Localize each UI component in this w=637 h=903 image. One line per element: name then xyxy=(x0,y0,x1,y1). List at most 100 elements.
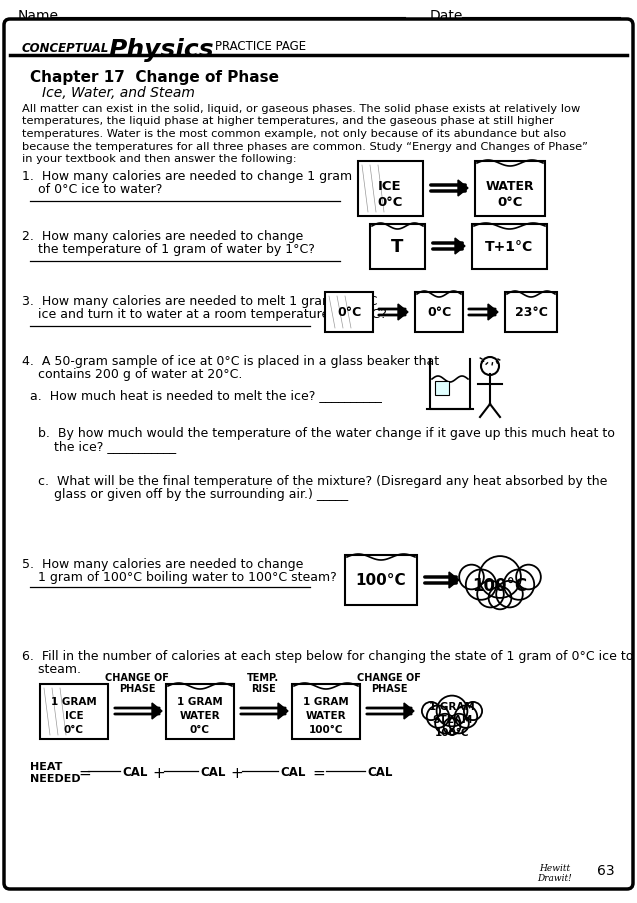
Polygon shape xyxy=(278,703,288,719)
Text: Date: Date xyxy=(430,9,463,23)
Text: the ice? ___________: the ice? ___________ xyxy=(22,440,176,452)
Polygon shape xyxy=(404,703,414,719)
Text: CHANGE OF: CHANGE OF xyxy=(357,672,421,683)
Text: PRACTICE PAGE: PRACTICE PAGE xyxy=(215,40,306,52)
Text: 1 GRAM: 1 GRAM xyxy=(303,696,349,706)
Text: c.  What will be the final temperature of the mixture? (Disregard any heat absor: c. What will be the final temperature of… xyxy=(22,474,607,488)
Text: WATER: WATER xyxy=(306,711,347,721)
Text: ICE: ICE xyxy=(65,711,83,721)
Text: ice and turn it to water at a room temperature of 23°C?: ice and turn it to water at a room tempe… xyxy=(22,308,387,321)
Text: of 0°C ice to water?: of 0°C ice to water? xyxy=(22,182,162,196)
FancyBboxPatch shape xyxy=(415,293,463,332)
Text: CHANGE OF: CHANGE OF xyxy=(105,672,169,683)
Text: STEAM: STEAM xyxy=(432,714,472,724)
Text: PHASE: PHASE xyxy=(371,684,407,694)
Text: 1 GRAM: 1 GRAM xyxy=(177,696,223,706)
Polygon shape xyxy=(398,304,408,321)
Text: 100°C: 100°C xyxy=(309,724,343,734)
FancyBboxPatch shape xyxy=(325,293,373,332)
Text: WATER: WATER xyxy=(180,711,220,721)
Text: PHASE: PHASE xyxy=(118,684,155,694)
Text: 23°C: 23°C xyxy=(515,306,547,319)
Text: b.  By how much would the temperature of the water change if it gave up this muc: b. By how much would the temperature of … xyxy=(22,426,615,440)
Text: 1.  How many calories are needed to change 1 gram: 1. How many calories are needed to chang… xyxy=(22,170,352,182)
Polygon shape xyxy=(455,238,465,255)
Text: 100°C: 100°C xyxy=(473,576,527,594)
Circle shape xyxy=(477,582,504,608)
Text: T: T xyxy=(391,237,403,256)
Circle shape xyxy=(427,705,449,728)
FancyBboxPatch shape xyxy=(505,293,557,332)
FancyBboxPatch shape xyxy=(292,684,360,740)
Text: RISE: RISE xyxy=(250,684,275,694)
Text: 100°C: 100°C xyxy=(434,727,469,737)
Text: +: + xyxy=(152,765,165,780)
Text: a.  How much heat is needed to melt the ice? __________: a. How much heat is needed to melt the i… xyxy=(30,388,382,402)
Text: HEAT
NEEDED: HEAT NEEDED xyxy=(30,761,81,783)
Text: 0°C: 0°C xyxy=(190,724,210,734)
Circle shape xyxy=(504,570,534,600)
FancyBboxPatch shape xyxy=(475,162,545,217)
Text: contains 200 g of water at 20°C.: contains 200 g of water at 20°C. xyxy=(22,368,242,380)
Circle shape xyxy=(464,703,482,721)
Polygon shape xyxy=(449,573,459,589)
Text: CAL: CAL xyxy=(367,765,392,778)
Text: 1 GRAM: 1 GRAM xyxy=(51,696,97,706)
Text: CONCEPTUAL: CONCEPTUAL xyxy=(22,42,110,54)
FancyBboxPatch shape xyxy=(40,684,108,740)
Text: 0°C: 0°C xyxy=(497,196,523,209)
FancyBboxPatch shape xyxy=(435,382,449,396)
Text: T+1°C: T+1°C xyxy=(485,239,533,254)
Text: 0°C: 0°C xyxy=(64,724,84,734)
Circle shape xyxy=(481,358,499,376)
Text: Ice, Water, and Steam: Ice, Water, and Steam xyxy=(42,86,195,100)
Text: 0°C: 0°C xyxy=(377,196,403,209)
Text: TEMP.: TEMP. xyxy=(247,672,279,683)
Circle shape xyxy=(436,696,468,727)
Polygon shape xyxy=(458,181,468,197)
Text: 5.  How many calories are needed to change: 5. How many calories are needed to chang… xyxy=(22,557,303,571)
FancyBboxPatch shape xyxy=(166,684,234,740)
Circle shape xyxy=(459,565,484,590)
Circle shape xyxy=(479,556,521,598)
FancyBboxPatch shape xyxy=(4,20,633,889)
Text: 3.  How many calories are needed to melt 1 gram of 0°C: 3. How many calories are needed to melt … xyxy=(22,294,377,308)
Text: CAL: CAL xyxy=(122,765,147,778)
Circle shape xyxy=(455,705,477,728)
Text: ICE: ICE xyxy=(378,180,402,192)
Text: glass or given off by the surrounding air.) _____: glass or given off by the surrounding ai… xyxy=(22,488,348,500)
Text: 1 gram of 100°C boiling water to 100°C steam?: 1 gram of 100°C boiling water to 100°C s… xyxy=(22,571,337,583)
Text: 6.  Fill in the number of calories at each step below for changing the state of : 6. Fill in the number of calories at eac… xyxy=(22,649,637,662)
Text: Chapter 17  Change of Phase: Chapter 17 Change of Phase xyxy=(30,70,279,85)
FancyBboxPatch shape xyxy=(472,225,547,270)
Text: =: = xyxy=(78,765,90,780)
Text: CAL: CAL xyxy=(200,765,225,778)
Text: Physics: Physics xyxy=(108,38,213,62)
Circle shape xyxy=(422,703,440,721)
Text: because the temperatures for all three phases are common. Study “Energy and Chan: because the temperatures for all three p… xyxy=(22,142,588,152)
Text: in your textbook and then answer the following:: in your textbook and then answer the fol… xyxy=(22,154,297,163)
Circle shape xyxy=(435,714,455,733)
Circle shape xyxy=(496,582,523,608)
Text: 100°C: 100°C xyxy=(355,573,406,588)
Text: 2.  How many calories are needed to change: 2. How many calories are needed to chang… xyxy=(22,229,303,243)
Text: temperatures, the liquid phase at higher temperatures, and the gaseous phase at : temperatures, the liquid phase at higher… xyxy=(22,116,554,126)
Text: =: = xyxy=(312,765,325,780)
Circle shape xyxy=(466,570,496,600)
Text: the temperature of 1 gram of water by 1°C?: the temperature of 1 gram of water by 1°… xyxy=(22,243,315,256)
Circle shape xyxy=(516,565,541,590)
FancyBboxPatch shape xyxy=(345,555,417,605)
Circle shape xyxy=(443,718,461,735)
Text: 4.  A 50-gram sample of ice at 0°C is placed in a glass beaker that: 4. A 50-gram sample of ice at 0°C is pla… xyxy=(22,355,439,368)
Polygon shape xyxy=(488,304,498,321)
FancyBboxPatch shape xyxy=(370,225,425,270)
Text: 0°C: 0°C xyxy=(427,306,451,319)
Circle shape xyxy=(489,587,512,610)
Text: All matter can exist in the solid, liquid, or gaseous phases. The solid phase ex: All matter can exist in the solid, liqui… xyxy=(22,104,580,114)
Text: WATER: WATER xyxy=(485,180,534,192)
Polygon shape xyxy=(152,703,162,719)
FancyBboxPatch shape xyxy=(358,162,423,217)
Text: steam.: steam. xyxy=(22,662,81,675)
Text: CAL: CAL xyxy=(280,765,305,778)
Text: Hewitt
Drawit!: Hewitt Drawit! xyxy=(538,863,573,882)
